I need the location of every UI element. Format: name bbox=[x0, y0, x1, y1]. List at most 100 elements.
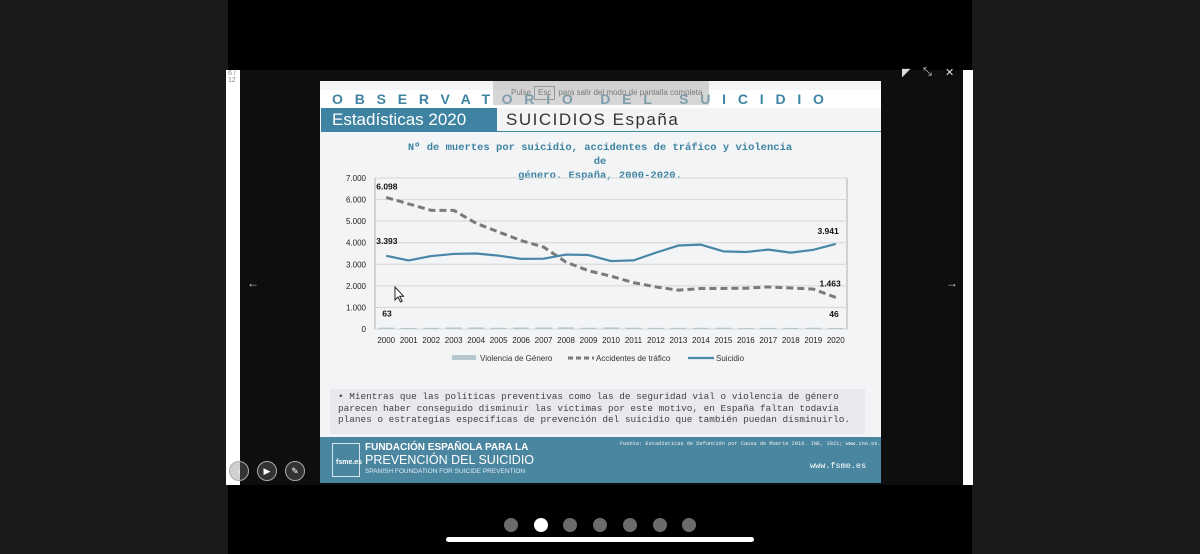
trafico-line bbox=[385, 196, 837, 299]
pagination-dot[interactable] bbox=[652, 518, 667, 532]
play-button[interactable]: ▶ bbox=[257, 461, 277, 481]
violencia-bar bbox=[535, 327, 552, 329]
x-tick-label: 2015 bbox=[714, 336, 732, 345]
x-tick-label: 2007 bbox=[535, 336, 553, 345]
chart-title: Nº de muertes por suicidio, accidentes d… bbox=[400, 141, 800, 183]
y-tick-label: 4.000 bbox=[346, 239, 367, 248]
legend-swatch-violencia bbox=[452, 355, 476, 360]
data-label: 46 bbox=[829, 309, 839, 319]
viewer-left-strip: 6 / 12 bbox=[226, 70, 240, 485]
violencia-bar bbox=[445, 327, 462, 329]
violencia-bar bbox=[670, 327, 687, 329]
chart-title-line1: Nº de muertes por suicidio, accidentes d… bbox=[407, 142, 793, 168]
legend-label: Suicidio bbox=[716, 354, 745, 363]
slide: OBSERVATORIO DEL SUICIDIO Estadísticas 2… bbox=[320, 81, 881, 483]
x-tick-label: 2004 bbox=[467, 336, 485, 345]
x-tick-label: 2011 bbox=[625, 336, 643, 345]
x-tick-label: 2006 bbox=[512, 336, 530, 345]
pen-tool-button[interactable]: ✎ bbox=[285, 461, 305, 481]
plot-frame bbox=[374, 177, 848, 330]
fullscreen-hint: Pulse Esc para salir del modo de pantalla … bbox=[493, 81, 709, 105]
share-icon[interactable]: ◤ bbox=[902, 67, 911, 79]
x-tick-label: 2000 bbox=[377, 336, 395, 345]
foundation-name-line1: FUNDACIÓN ESPAÑOLA PARA LA bbox=[365, 442, 529, 453]
x-tick-label: 2019 bbox=[804, 336, 822, 345]
exit-fullscreen-icon[interactable]: ⤡ bbox=[923, 66, 932, 78]
violencia-bar bbox=[693, 327, 709, 329]
violencia-bar bbox=[715, 327, 732, 329]
violencia-bar bbox=[400, 327, 417, 329]
esc-key: Esc bbox=[534, 86, 556, 100]
pagination-dot[interactable] bbox=[622, 518, 637, 532]
home-indicator[interactable] bbox=[446, 537, 754, 542]
footer: fsme.es FUNDACIÓN ESPAÑOLA PARA LA PREVE… bbox=[320, 437, 881, 483]
hint-prefix: Pulse bbox=[511, 88, 532, 97]
violencia-bar bbox=[827, 328, 844, 330]
prev-slide-arrow-icon[interactable]: ← bbox=[247, 276, 259, 290]
violencia-bar bbox=[490, 327, 507, 329]
right-backdrop bbox=[972, 0, 1200, 554]
logo-icon bbox=[332, 443, 360, 477]
pagination-dot[interactable] bbox=[682, 518, 697, 532]
violencia-bar bbox=[625, 327, 642, 329]
y-tick-label: 1.000 bbox=[346, 303, 367, 312]
y-tick-label: 0 bbox=[362, 325, 367, 334]
foundation-name-line2: PREVENCIÓN DEL SUICIDIO bbox=[365, 453, 535, 467]
violencia-bar bbox=[580, 327, 597, 329]
violencia-bar bbox=[760, 327, 777, 329]
title-underline bbox=[497, 131, 881, 132]
legend-label: Accidentes de tráfico bbox=[596, 354, 671, 363]
pagination-dot[interactable] bbox=[504, 518, 518, 532]
violencia-bar bbox=[423, 327, 440, 329]
data-label: 63 bbox=[382, 309, 392, 319]
foundation-name-english: SPANISH FOUNDATION FOR SUICIDE PREVENTIO… bbox=[365, 468, 526, 475]
note-box: • Mientras que las políticas preventivas… bbox=[330, 389, 865, 434]
pagination-dot[interactable] bbox=[593, 518, 608, 532]
mouse-pointer-icon bbox=[394, 285, 405, 303]
violencia-bar bbox=[468, 327, 485, 329]
violencia-bar bbox=[648, 327, 664, 329]
x-tick-label: 2014 bbox=[692, 336, 710, 345]
section-title: SUICIDIOS España bbox=[506, 110, 680, 129]
prev-control-button[interactable]: ‹ bbox=[229, 461, 249, 481]
x-tick-label: 2002 bbox=[422, 336, 440, 345]
next-slide-arrow-icon[interactable]: → bbox=[946, 276, 958, 290]
violencia-bar bbox=[513, 327, 529, 329]
y-tick-label: 5.000 bbox=[346, 217, 367, 226]
violencia-bar bbox=[603, 327, 619, 329]
source-note: Fuente: Estadísticas de Defunción por Ca… bbox=[620, 441, 881, 447]
violencia-bar bbox=[782, 327, 799, 329]
legend-label: Violencia de Género bbox=[480, 354, 553, 363]
x-tick-label: 2018 bbox=[782, 336, 800, 345]
pagination-dot[interactable] bbox=[533, 518, 548, 532]
y-tick-label: 7.000 bbox=[346, 174, 367, 183]
x-tick-label: 2020 bbox=[827, 336, 845, 345]
x-tick-label: 2017 bbox=[759, 336, 777, 345]
x-tick-label: 2005 bbox=[490, 336, 508, 345]
violencia-bar bbox=[805, 327, 822, 329]
x-tick-label: 2013 bbox=[670, 336, 688, 345]
x-tick-label: 2016 bbox=[737, 336, 755, 345]
data-label: 3.941 bbox=[817, 226, 839, 236]
chart-title-line2: género. España, 2000-2020. bbox=[518, 170, 682, 182]
website-link[interactable]: www.fsme.es bbox=[810, 461, 867, 471]
stats-label: Estadísticas 2020 bbox=[321, 108, 497, 132]
pagination-dots bbox=[0, 518, 1200, 533]
violencia-bar bbox=[558, 327, 574, 329]
logo-text: fsme.es bbox=[336, 459, 363, 466]
violencia-bar bbox=[378, 327, 395, 329]
viewer-right-strip bbox=[963, 70, 973, 485]
y-tick-label: 3.000 bbox=[346, 260, 367, 269]
suicidio-line bbox=[386, 242, 837, 263]
violencia-bar bbox=[737, 327, 754, 329]
page-indicator: 6 / 12 bbox=[228, 70, 236, 84]
pagination-dot[interactable] bbox=[563, 518, 578, 532]
x-tick-label: 2001 bbox=[400, 336, 418, 345]
x-tick-label: 2009 bbox=[580, 336, 598, 345]
x-tick-label: 2008 bbox=[557, 336, 575, 345]
x-tick-label: 2010 bbox=[602, 336, 620, 345]
hint-suffix: para salir del modo de pantalla completa bbox=[558, 88, 703, 97]
x-tick-label: 2003 bbox=[445, 336, 463, 345]
line-chart: 0 1.000 2.000 3.000 4.000 5.000 6.000 7.000 2000… bbox=[346, 174, 848, 363]
close-icon[interactable]: ✕ bbox=[945, 67, 955, 79]
